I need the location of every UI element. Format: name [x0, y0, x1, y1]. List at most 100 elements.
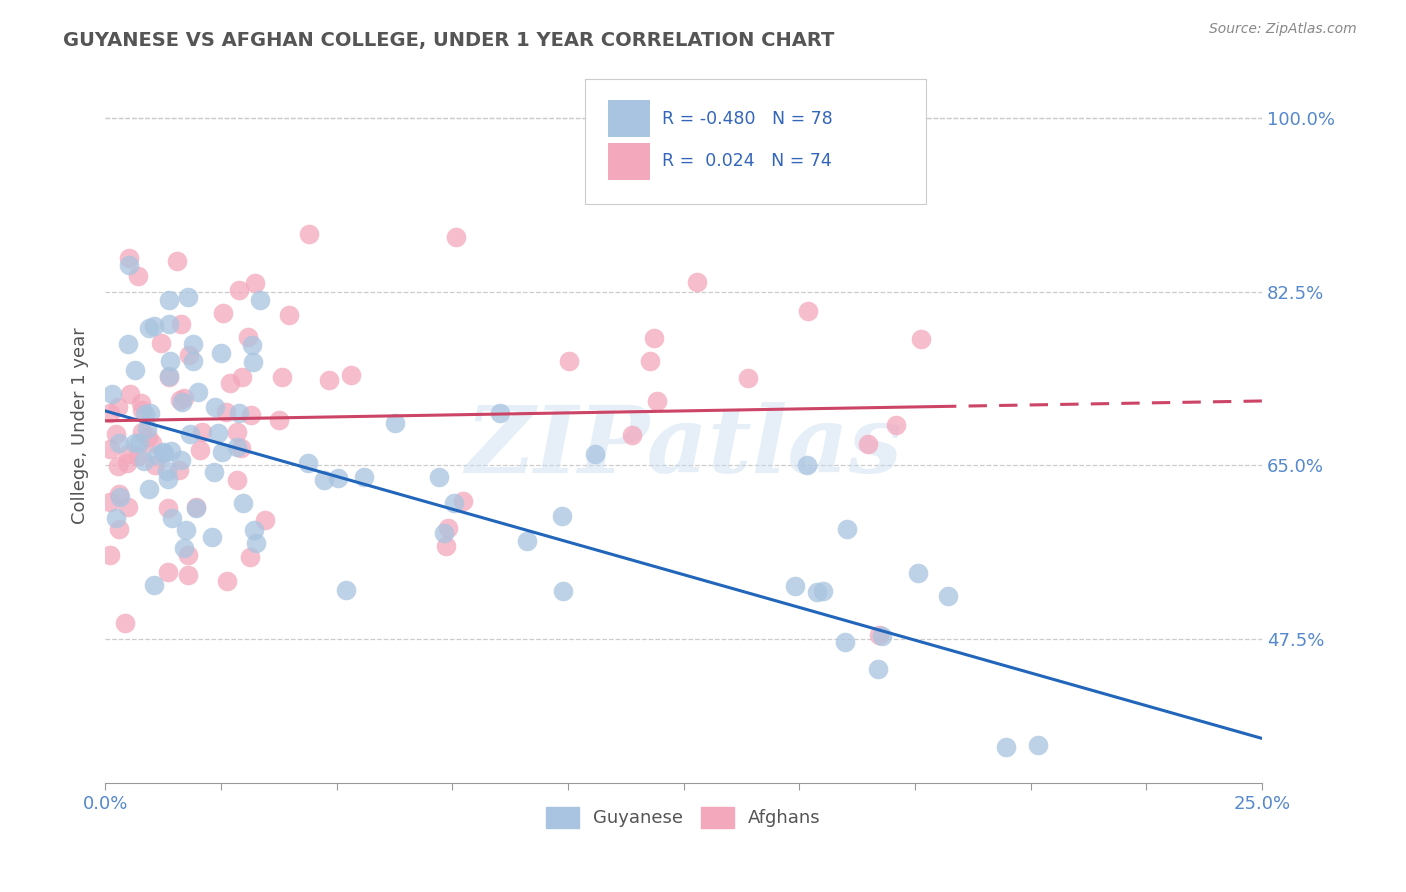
Point	[184, 500, 207, 514]
Point	[643, 331, 665, 345]
Point	[118, 387, 141, 401]
Point	[212, 306, 235, 320]
Point	[181, 354, 204, 368]
Point	[173, 392, 195, 406]
Text: R =  0.024   N = 74: R = 0.024 N = 74	[662, 153, 831, 170]
Point	[737, 371, 759, 385]
Point	[228, 283, 250, 297]
Point	[201, 531, 224, 545]
Point	[98, 548, 121, 562]
Point	[318, 373, 340, 387]
Point	[187, 384, 209, 399]
Point	[204, 465, 226, 479]
Point	[134, 454, 156, 468]
Point	[156, 464, 179, 478]
Point	[107, 400, 129, 414]
Point	[783, 579, 806, 593]
Point	[177, 567, 200, 582]
Point	[620, 428, 643, 442]
Point	[157, 317, 180, 331]
Point	[107, 458, 129, 473]
Point	[191, 425, 214, 439]
Point	[297, 227, 319, 241]
Point	[207, 426, 229, 441]
Point	[872, 629, 894, 643]
Point	[645, 394, 668, 409]
Point	[159, 368, 181, 383]
Point	[169, 392, 191, 407]
Point	[138, 321, 160, 335]
FancyBboxPatch shape	[609, 143, 650, 180]
Point	[326, 471, 349, 485]
Point	[186, 500, 208, 515]
Point	[160, 444, 183, 458]
Point	[240, 408, 263, 422]
Point	[156, 566, 179, 580]
Point	[242, 355, 264, 369]
Point	[240, 338, 263, 352]
Point	[271, 370, 294, 384]
Point	[686, 275, 709, 289]
Point	[170, 453, 193, 467]
Point	[136, 422, 159, 436]
Point	[128, 436, 150, 450]
Text: Source: ZipAtlas.com: Source: ZipAtlas.com	[1209, 22, 1357, 37]
Point	[443, 496, 465, 510]
Point	[1026, 738, 1049, 752]
Y-axis label: College, Under 1 year: College, Under 1 year	[72, 327, 89, 524]
Point	[173, 541, 195, 555]
Point	[118, 251, 141, 265]
Point	[335, 582, 357, 597]
Point	[226, 425, 249, 440]
Point	[553, 583, 575, 598]
Point	[243, 523, 266, 537]
Legend: Guyanese, Afghans: Guyanese, Afghans	[538, 799, 828, 835]
Point	[797, 304, 820, 318]
Point	[169, 463, 191, 477]
Point	[150, 335, 173, 350]
Point	[141, 436, 163, 450]
Point	[105, 511, 128, 525]
Point	[131, 403, 153, 417]
Point	[157, 293, 180, 307]
Point	[108, 522, 131, 536]
FancyBboxPatch shape	[609, 100, 650, 137]
Point	[215, 405, 238, 419]
Text: GUYANESE VS AFGHAN COLLEGE, UNDER 1 YEAR CORRELATION CHART: GUYANESE VS AFGHAN COLLEGE, UNDER 1 YEAR…	[63, 31, 835, 50]
Point	[101, 387, 124, 401]
Point	[117, 456, 139, 470]
Text: ZIPatlas: ZIPatlas	[465, 402, 903, 492]
Point	[98, 442, 121, 456]
Point	[516, 533, 538, 548]
Point	[131, 396, 153, 410]
Point	[907, 566, 929, 581]
Point	[139, 406, 162, 420]
Point	[834, 634, 856, 648]
Point	[152, 445, 174, 459]
Point	[160, 511, 183, 525]
Point	[217, 574, 239, 589]
Point	[353, 470, 375, 484]
Point	[806, 585, 828, 599]
Point	[127, 449, 149, 463]
Point	[910, 332, 932, 346]
Point	[124, 436, 146, 450]
Point	[124, 363, 146, 377]
Point	[166, 253, 188, 268]
Point	[136, 429, 159, 443]
Point	[108, 490, 131, 504]
Point	[451, 494, 474, 508]
Point	[936, 589, 959, 603]
Point	[837, 523, 859, 537]
Point	[558, 354, 581, 368]
Point	[117, 447, 139, 461]
Point	[314, 473, 336, 487]
Point	[170, 317, 193, 331]
Point	[551, 509, 574, 524]
Point	[114, 616, 136, 631]
Point	[177, 348, 200, 362]
Point	[98, 406, 121, 420]
Point	[107, 487, 129, 501]
Point	[433, 525, 456, 540]
Point	[297, 456, 319, 470]
